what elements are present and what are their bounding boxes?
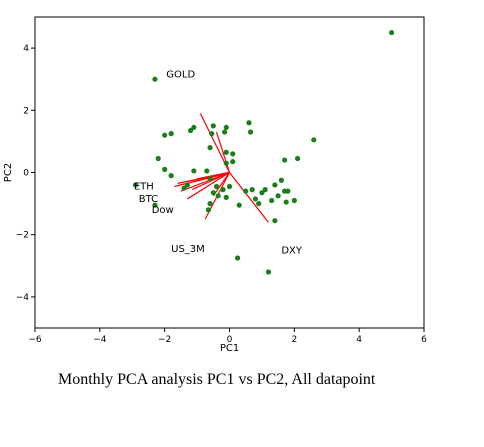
x-tick-label: 0 bbox=[227, 335, 233, 345]
loading-vector bbox=[187, 171, 230, 200]
data-point bbox=[207, 201, 213, 207]
data-point bbox=[311, 137, 317, 143]
data-point bbox=[184, 182, 190, 188]
loading-label: BTC bbox=[139, 194, 158, 205]
loading-label: GOLD bbox=[166, 70, 195, 81]
data-point bbox=[204, 168, 210, 174]
x-tick-label: 2 bbox=[291, 335, 297, 345]
data-point bbox=[243, 188, 249, 194]
y-axis-ticks: −4 −2 0 2 4 bbox=[16, 44, 35, 303]
data-point bbox=[291, 197, 297, 204]
data-point bbox=[226, 183, 233, 190]
y-tick-label: 2 bbox=[23, 106, 29, 116]
data-point bbox=[205, 207, 212, 213]
data-point bbox=[220, 187, 226, 193]
x-axis-label: PC1 bbox=[220, 343, 239, 354]
y-tick-label: −2 bbox=[16, 231, 29, 241]
x-tick-label: 4 bbox=[356, 335, 362, 345]
data-point bbox=[132, 182, 139, 188]
loading-vector bbox=[229, 172, 269, 223]
data-point bbox=[256, 201, 262, 207]
y-tick-label: −4 bbox=[16, 293, 30, 303]
data-point bbox=[275, 193, 281, 199]
points-layer bbox=[132, 29, 395, 275]
x-tick-label: 6 bbox=[421, 335, 427, 345]
data-point bbox=[215, 193, 221, 199]
y-tick-label: 0 bbox=[23, 169, 29, 179]
loading-label: US_3M bbox=[171, 244, 205, 255]
data-point bbox=[278, 177, 284, 183]
data-point bbox=[210, 123, 216, 129]
data-point bbox=[249, 187, 255, 193]
data-point bbox=[210, 190, 216, 196]
data-point bbox=[235, 255, 241, 261]
data-point bbox=[222, 129, 228, 135]
x-tick-label: −2 bbox=[158, 335, 171, 345]
loading-vector bbox=[212, 172, 230, 197]
data-point bbox=[162, 132, 168, 138]
data-point bbox=[294, 155, 301, 162]
data-point bbox=[269, 197, 275, 204]
data-point bbox=[155, 155, 161, 162]
loading-vector bbox=[215, 131, 231, 173]
data-point bbox=[168, 173, 174, 179]
data-point bbox=[188, 127, 194, 134]
data-point bbox=[209, 131, 215, 137]
data-point bbox=[252, 196, 259, 202]
x-tick-label: −6 bbox=[28, 335, 42, 345]
data-point bbox=[265, 269, 271, 275]
data-point bbox=[207, 145, 213, 151]
data-point bbox=[388, 29, 395, 36]
loading-label: ETH bbox=[134, 182, 154, 193]
data-point bbox=[247, 129, 254, 135]
data-point bbox=[181, 185, 187, 191]
data-point bbox=[223, 160, 229, 166]
data-point bbox=[285, 188, 291, 194]
data-point bbox=[207, 176, 213, 182]
loading-label: Dow bbox=[152, 205, 174, 216]
data-point bbox=[262, 187, 268, 193]
data-point bbox=[272, 218, 278, 224]
loading-label: DXY bbox=[281, 245, 303, 256]
data-point bbox=[191, 168, 197, 174]
data-point bbox=[282, 157, 288, 163]
loadings-layer bbox=[174, 113, 269, 223]
figure-caption: Monthly PCA analysis PC1 vs PC2, All dat… bbox=[58, 371, 376, 388]
data-point bbox=[223, 194, 229, 200]
y-axis-label: PC2 bbox=[3, 163, 14, 182]
x-tick-label: −4 bbox=[93, 335, 107, 345]
data-point bbox=[246, 120, 252, 126]
data-point bbox=[191, 124, 197, 131]
data-point bbox=[152, 76, 158, 82]
data-point bbox=[213, 183, 220, 190]
data-point bbox=[223, 124, 229, 131]
loading-vector bbox=[196, 171, 230, 180]
y-tick-label: 4 bbox=[23, 44, 29, 54]
data-point bbox=[223, 149, 229, 155]
data-point bbox=[259, 190, 265, 196]
data-point bbox=[162, 166, 168, 172]
data-point bbox=[152, 202, 158, 208]
data-point bbox=[272, 182, 278, 188]
data-point bbox=[230, 159, 236, 165]
data-point bbox=[236, 202, 242, 208]
data-point bbox=[230, 151, 236, 157]
data-point bbox=[283, 199, 289, 205]
x-axis-ticks: −6 −4 −2 0 2 4 6 bbox=[28, 328, 427, 345]
data-point bbox=[168, 131, 174, 137]
